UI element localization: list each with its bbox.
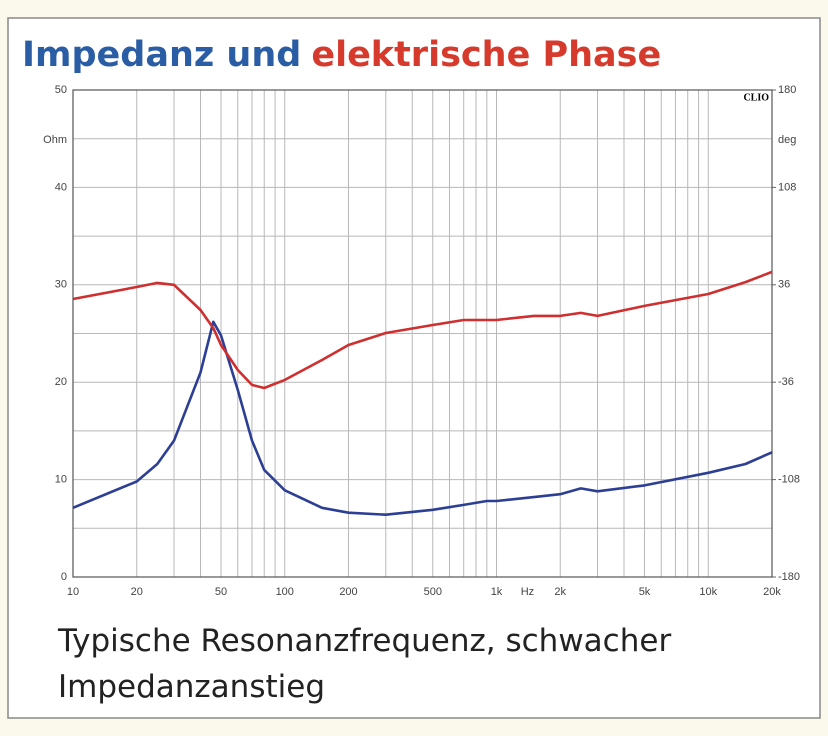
title-part: elektrische Phase bbox=[311, 35, 661, 75]
x-axis-label: Hz bbox=[521, 586, 534, 598]
x-tick-label: 500 bbox=[424, 586, 442, 598]
x-tick-label: 10 bbox=[67, 586, 79, 598]
y-axis-label: Ohm bbox=[43, 134, 67, 146]
y-tick-label: 20 bbox=[55, 376, 67, 388]
plot: 10 20 50 100 200 500 1k 2k 5k 10k 20k01020304050-1… bbox=[43, 84, 800, 598]
plot-border bbox=[72, 89, 773, 578]
caption: Typische Resonanzfrequenz, schwacher Imp… bbox=[58, 623, 672, 705]
title-part: Impedanz und bbox=[22, 35, 301, 75]
y-tick-label: 40 bbox=[55, 181, 67, 193]
x-tick-label: 20 bbox=[131, 586, 143, 598]
y2-tick-label: -36 bbox=[778, 376, 794, 388]
x-tick-label: 5k bbox=[639, 586, 651, 598]
x-tick-label: 2k bbox=[554, 586, 566, 598]
x-tick-label: 20k bbox=[763, 586, 781, 598]
y2-tick-label: 36 bbox=[778, 279, 790, 291]
y-tick-label: 0 bbox=[61, 571, 67, 583]
x-tick-label: 100 bbox=[276, 586, 294, 598]
y2-tick-label: -108 bbox=[778, 474, 800, 486]
y-tick-label: 50 bbox=[55, 84, 67, 96]
y2-tick-label: 180 bbox=[778, 84, 796, 96]
y-tick-label: 10 bbox=[55, 474, 67, 486]
x-tick-label: 1k bbox=[491, 586, 503, 598]
y-tick-label: 30 bbox=[55, 279, 67, 291]
brand: CLIO bbox=[743, 92, 769, 103]
y2-axis-label: deg bbox=[778, 134, 796, 146]
series-line bbox=[72, 320, 773, 516]
x-tick-label: 50 bbox=[215, 586, 227, 598]
y2-tick-label: 108 bbox=[778, 181, 796, 193]
y2-tick-label: -180 bbox=[778, 571, 800, 583]
x-tick-label: 10k bbox=[699, 586, 717, 598]
series-line bbox=[72, 270, 773, 390]
panel bbox=[7, 17, 821, 719]
chart-title: Impedanz und elektrische Phase bbox=[22, 35, 661, 75]
x-tick-label: 200 bbox=[339, 586, 357, 598]
